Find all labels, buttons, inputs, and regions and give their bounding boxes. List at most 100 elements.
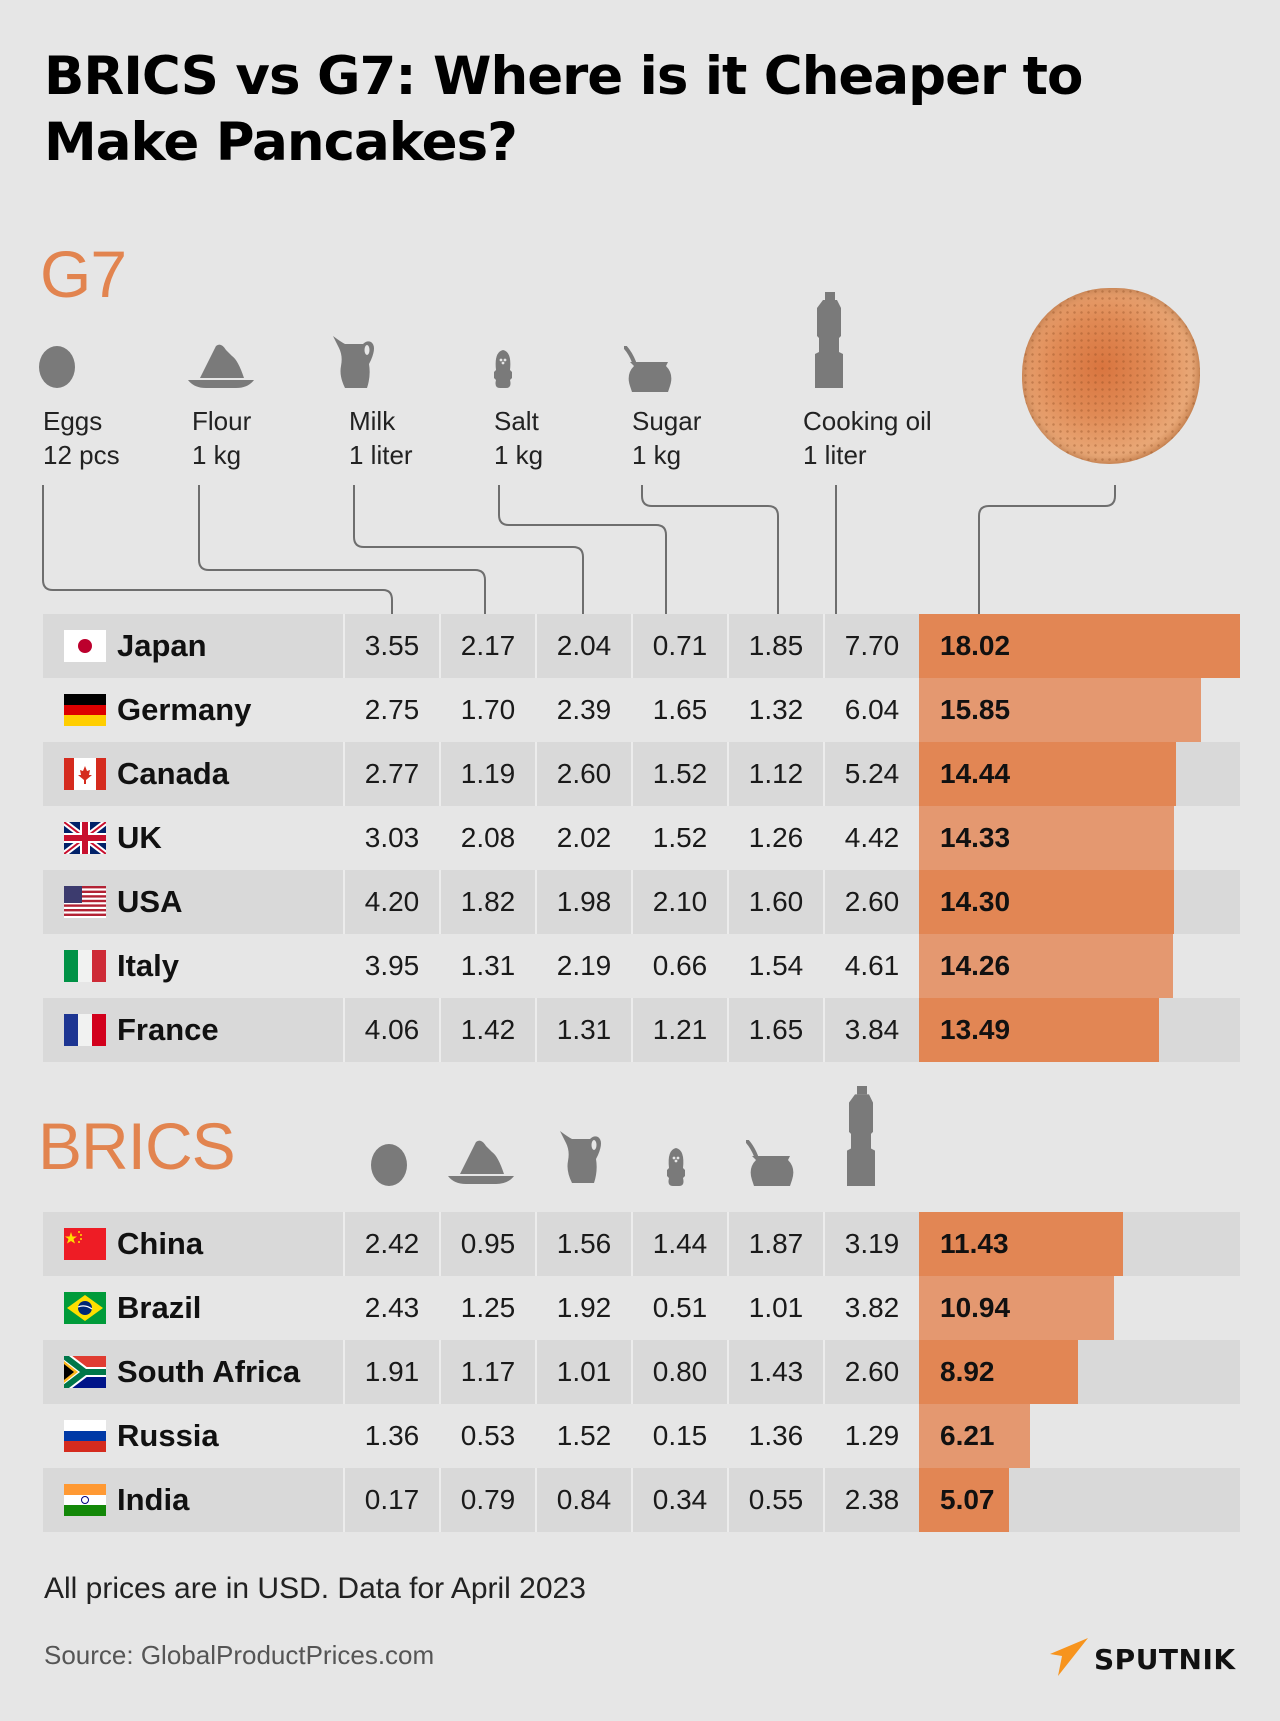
country-name: Germany bbox=[117, 692, 252, 727]
country-name: India bbox=[117, 1482, 190, 1517]
price-cell-flour: 1.19 bbox=[439, 742, 535, 806]
price-cell-sugar: 1.01 bbox=[727, 1276, 823, 1340]
table-row: USA 4.20 1.82 1.98 2.10 1.60 2.60 14.30 bbox=[43, 870, 1240, 934]
price-cell-flour: 1.70 bbox=[439, 678, 535, 742]
ingredient-name: Cooking oil bbox=[803, 406, 932, 436]
country-name: Japan bbox=[117, 628, 207, 663]
title-line-2: Make Pancakes? bbox=[44, 112, 518, 173]
country-name: Canada bbox=[117, 756, 229, 791]
price-cell-sugar: 1.54 bbox=[727, 934, 823, 998]
price-cell-flour: 1.42 bbox=[439, 998, 535, 1062]
total-value: 8.92 bbox=[940, 1356, 995, 1387]
price-cell-cooking-oil: 1.29 bbox=[823, 1404, 919, 1468]
price-cell-eggs: 2.43 bbox=[343, 1276, 439, 1340]
ingredient-name: Milk bbox=[349, 406, 396, 436]
canada-flag-icon bbox=[64, 758, 106, 790]
price-cell-milk: 1.98 bbox=[535, 870, 631, 934]
table-row: UK 3.03 2.08 2.02 1.52 1.26 4.42 14.33 bbox=[43, 806, 1240, 870]
price-cell-milk: 2.19 bbox=[535, 934, 631, 998]
price-cell-eggs: 0.17 bbox=[343, 1468, 439, 1532]
egg-icon bbox=[38, 342, 76, 388]
germany-flag-icon bbox=[64, 694, 106, 726]
total-bar bbox=[919, 870, 1174, 934]
total-bar bbox=[919, 806, 1175, 870]
total-bar bbox=[919, 1276, 1114, 1340]
price-cell-salt: 1.65 bbox=[631, 678, 727, 742]
total-value: 18.02 bbox=[940, 630, 1011, 661]
total-bar bbox=[919, 614, 1240, 678]
price-cell-cooking-oil: 6.04 bbox=[823, 678, 919, 742]
total-cell: 13.49 bbox=[919, 998, 1240, 1062]
total-value: 14.30 bbox=[940, 886, 1011, 917]
country-name: China bbox=[117, 1226, 204, 1261]
price-cell-cooking-oil: 3.84 bbox=[823, 998, 919, 1062]
ingredient-unit: 1 kg bbox=[494, 440, 544, 470]
price-cell-sugar: 1.65 bbox=[727, 998, 823, 1062]
price-cell-cooking-oil: 7.70 bbox=[823, 614, 919, 678]
price-cell-milk: 1.56 bbox=[535, 1212, 631, 1276]
ingredient-unit: 12 pcs bbox=[43, 440, 120, 470]
price-cell-flour: 1.25 bbox=[439, 1276, 535, 1340]
price-cell-cooking-oil: 4.42 bbox=[823, 806, 919, 870]
total-cell: 14.44 bbox=[919, 742, 1240, 806]
total-value: 10.94 bbox=[940, 1292, 1011, 1323]
total-cell: 15.85 bbox=[919, 678, 1240, 742]
total-bar bbox=[919, 678, 1202, 742]
price-cell-flour: 1.17 bbox=[439, 1340, 535, 1404]
country-name: Brazil bbox=[117, 1290, 202, 1325]
price-cell-salt: 1.52 bbox=[631, 742, 727, 806]
uk-flag-icon bbox=[64, 822, 106, 854]
price-cell-sugar: 1.36 bbox=[727, 1404, 823, 1468]
price-cell-eggs: 1.36 bbox=[343, 1404, 439, 1468]
total-bar bbox=[919, 1340, 1078, 1404]
ingredient-name: Sugar bbox=[632, 406, 702, 436]
price-cell-eggs: 3.95 bbox=[343, 934, 439, 998]
milk-jug-icon bbox=[333, 336, 379, 388]
price-cell-flour: 2.08 bbox=[439, 806, 535, 870]
price-cell-salt: 1.44 bbox=[631, 1212, 727, 1276]
total-bar bbox=[919, 998, 1160, 1062]
price-cell-sugar: 1.87 bbox=[727, 1212, 823, 1276]
japan-flag-icon bbox=[64, 630, 106, 662]
brics-table: China 2.42 0.95 1.56 1.44 1.87 3.19 11.43 Brazil… bbox=[43, 1212, 1240, 1532]
oil-bottle-icon bbox=[813, 292, 847, 388]
country-cell: Canada bbox=[43, 742, 343, 806]
price-cell-salt: 0.51 bbox=[631, 1276, 727, 1340]
total-value: 14.33 bbox=[940, 822, 1011, 853]
price-cell-eggs: 3.55 bbox=[343, 614, 439, 678]
country-cell: China bbox=[43, 1212, 343, 1276]
ingredient-name: Salt bbox=[494, 406, 539, 436]
flour-icon bbox=[446, 1138, 516, 1184]
price-cell-milk: 2.39 bbox=[535, 678, 631, 742]
price-cell-sugar: 1.85 bbox=[727, 614, 823, 678]
price-cell-eggs: 2.75 bbox=[343, 678, 439, 742]
total-bar bbox=[919, 934, 1174, 998]
price-cell-salt: 2.10 bbox=[631, 870, 727, 934]
price-cell-sugar: 1.60 bbox=[727, 870, 823, 934]
price-cell-cooking-oil: 3.19 bbox=[823, 1212, 919, 1276]
table-row: Brazil 2.43 1.25 1.92 0.51 1.01 3.82 10.94 bbox=[43, 1276, 1240, 1340]
price-cell-eggs: 2.77 bbox=[343, 742, 439, 806]
total-value: 11.43 bbox=[940, 1228, 1009, 1259]
country-cell: UK bbox=[43, 806, 343, 870]
country-cell: Italy bbox=[43, 934, 343, 998]
price-cell-cooking-oil: 2.60 bbox=[823, 1340, 919, 1404]
ingredient-name: Flour bbox=[192, 406, 252, 436]
total-cell: 18.02 bbox=[919, 614, 1240, 678]
price-cell-flour: 0.53 bbox=[439, 1404, 535, 1468]
sputnik-logo-icon bbox=[1050, 1638, 1090, 1681]
country-cell: India bbox=[43, 1468, 343, 1532]
table-row: Japan 3.55 2.17 2.04 0.71 1.85 7.70 18.02 bbox=[43, 614, 1240, 678]
country-name: UK bbox=[117, 820, 162, 855]
footnote: All prices are in USD. Data for April 20… bbox=[44, 1572, 586, 1605]
total-bar bbox=[919, 1468, 1010, 1532]
price-cell-milk: 2.04 bbox=[535, 614, 631, 678]
total-cell: 14.26 bbox=[919, 934, 1240, 998]
price-cell-milk: 0.84 bbox=[535, 1468, 631, 1532]
price-cell-milk: 1.01 bbox=[535, 1340, 631, 1404]
total-bar bbox=[919, 1212, 1123, 1276]
title-line-1: BRICS vs G7: Where is it Cheaper to bbox=[44, 46, 1083, 107]
price-cell-flour: 0.95 bbox=[439, 1212, 535, 1276]
country-name: Italy bbox=[117, 948, 180, 983]
price-cell-eggs: 1.91 bbox=[343, 1340, 439, 1404]
